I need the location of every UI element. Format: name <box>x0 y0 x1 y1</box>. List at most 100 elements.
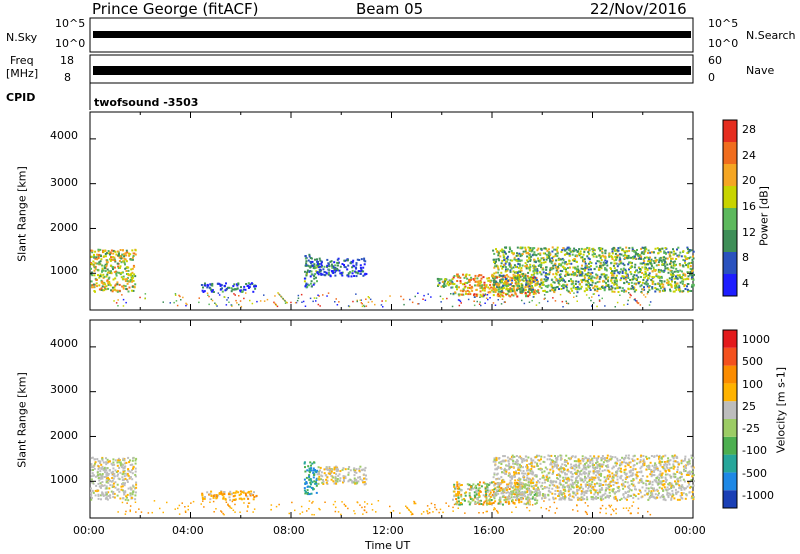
velocity-echo-cell <box>637 481 640 484</box>
velocity-echo-cell <box>577 458 580 461</box>
power-echo-cell <box>591 250 594 253</box>
power-echo-cell <box>524 291 527 294</box>
velocity-echo-cell <box>100 463 103 466</box>
power-echo-cell <box>235 288 238 291</box>
power-echo-cell <box>516 271 519 274</box>
power-echo-cell <box>362 270 365 273</box>
velocity-echo-cell <box>507 491 509 494</box>
power-echo-cell <box>306 271 308 274</box>
power-echo-cell <box>501 250 504 253</box>
velocity-echo-cell <box>499 502 502 505</box>
velocity-echo-cell <box>102 461 105 464</box>
power-echo-cell <box>468 287 471 289</box>
power-echo-cell <box>544 261 547 264</box>
velocity-echo-cell <box>483 501 486 504</box>
power-echo-cell <box>355 275 358 278</box>
power-echo-cell <box>615 269 618 272</box>
power-echo-cell <box>101 264 104 267</box>
velocity-echo-cell <box>116 474 119 477</box>
power-speckle <box>576 300 578 302</box>
power-echo-cell <box>479 290 482 293</box>
power-echo-cell <box>659 256 662 259</box>
velocity-echo-cell <box>312 487 314 490</box>
velocity-echo-cell <box>500 467 503 470</box>
power-echo-cell <box>131 249 134 252</box>
velocity-echo-cell <box>105 467 108 470</box>
power-echo-cell <box>643 260 646 263</box>
velocity-echo-cell <box>595 474 598 477</box>
power-echo-cell <box>356 272 359 275</box>
velocity-echo-cell <box>570 467 573 470</box>
velocity-echo-cell <box>595 462 597 465</box>
power-echo-cell <box>131 267 134 270</box>
power-echo-cell <box>511 279 514 282</box>
power-echo-cell <box>536 272 539 275</box>
velocity-echo-cell <box>315 484 318 487</box>
velocity-echo-cell <box>507 483 510 486</box>
power-speckle <box>125 301 127 304</box>
power-echo-cell <box>467 286 469 289</box>
velocity-echo-cell <box>501 471 503 474</box>
velocity-echo-cell <box>510 493 513 496</box>
power-echo-cell <box>591 253 594 256</box>
power-echo-cell <box>669 273 672 276</box>
velocity-echo-cell <box>536 465 539 467</box>
power-echo-cell <box>651 283 654 285</box>
velocity-echo-cell <box>533 494 536 496</box>
velocity-echo-cell <box>615 474 617 477</box>
velocity-echo-cell <box>557 495 560 497</box>
power-echo-cell <box>510 293 513 296</box>
velocity-echo-cell <box>526 474 529 477</box>
power-echo-cell <box>634 253 637 256</box>
power-speckle <box>317 294 319 296</box>
power-echo-cell <box>350 260 353 263</box>
velocity-echo-cell <box>123 469 126 472</box>
velocity-echo-cell <box>664 480 667 483</box>
velocity-echo-cell <box>363 481 366 484</box>
velocity-echo-cell <box>691 470 694 473</box>
velocity-echo-cell <box>554 464 557 467</box>
power-echo-cell <box>654 269 657 272</box>
power-speckle <box>279 294 281 296</box>
power-echo-cell <box>688 262 691 265</box>
power-speckle <box>309 297 312 300</box>
power-echo-cell <box>630 256 632 259</box>
power-echo-cell <box>121 285 124 288</box>
power-echo-cell <box>689 267 692 270</box>
power-echo-cell <box>483 287 486 290</box>
power-echo-cell <box>626 257 629 260</box>
velocity-echo-cell <box>529 469 532 472</box>
velocity-echo-cell <box>509 479 512 482</box>
power-echo-cell <box>527 282 530 285</box>
power-echo-region <box>492 246 695 294</box>
power-echo-cell <box>545 276 548 279</box>
velocity-echo-cell <box>484 486 487 489</box>
power-echo-cell <box>492 279 495 282</box>
power-echo-cell <box>537 257 539 260</box>
velocity-echo-cell <box>626 498 628 501</box>
velocity-echo-cell <box>90 498 93 501</box>
velocity-echo-cell <box>516 483 519 486</box>
power-echo-cell <box>306 286 309 288</box>
velocity-echo-cell <box>320 478 323 481</box>
power-echo-cell <box>559 269 562 272</box>
power-speckle <box>226 299 228 301</box>
power-echo-cell <box>635 289 638 292</box>
velocity-echo-cell <box>512 465 515 468</box>
velocity-echo-cell <box>658 462 661 464</box>
power-echo-cell <box>689 271 692 273</box>
velocity-echo-cell <box>668 474 671 477</box>
power-echo-cell <box>99 260 102 263</box>
velocity-echo-cell <box>469 485 472 488</box>
power-echo-cell <box>313 277 316 280</box>
velocity-echo-cell <box>549 491 552 494</box>
velocity-echo-cell <box>496 482 499 485</box>
power-echo-cell <box>636 249 638 251</box>
velocity-echo-cell <box>571 490 574 493</box>
power-echo-cell <box>567 246 570 249</box>
velocity-echo-cell <box>526 464 528 467</box>
velocity-echo-cell <box>111 479 114 482</box>
power-speckle <box>569 292 571 294</box>
power-speckle <box>186 303 188 306</box>
velocity-echo-cell <box>607 477 610 480</box>
